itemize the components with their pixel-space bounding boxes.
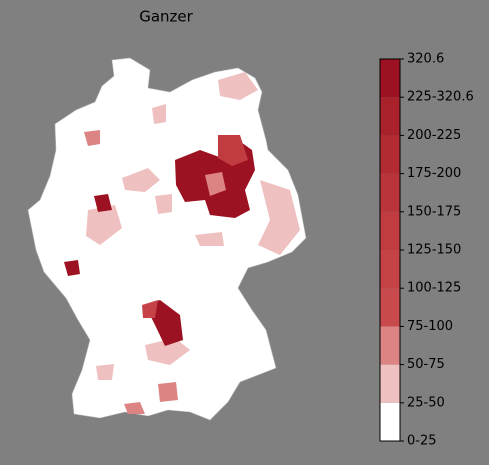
region <box>258 180 300 255</box>
region <box>145 338 190 365</box>
colorbar-segment <box>380 402 400 441</box>
region <box>205 172 226 196</box>
colorbar-label: 75-100 <box>407 319 453 334</box>
colorbar-label: 100-125 <box>407 281 461 296</box>
colorbar-segment <box>380 211 400 250</box>
region <box>122 168 160 192</box>
colorbar-label: 0-25 <box>407 434 437 449</box>
colorbar-segment <box>380 173 400 212</box>
region <box>195 232 224 246</box>
region <box>218 135 248 166</box>
germany-map <box>27 57 307 421</box>
colorbar-label: 50-75 <box>407 357 445 372</box>
regions <box>64 72 300 414</box>
colorbar-segment <box>380 288 400 327</box>
region <box>158 382 178 402</box>
map-title: Ganzer <box>139 8 193 26</box>
colorbar-segment <box>380 326 400 365</box>
region <box>96 364 114 380</box>
region <box>86 205 122 245</box>
region <box>84 130 100 146</box>
region <box>124 402 145 414</box>
colorbar-segment <box>380 250 400 289</box>
colorbar-segment <box>380 135 400 174</box>
region <box>94 194 112 212</box>
region <box>152 104 166 124</box>
colorbar: 0-25 25-50 50-75 75-100 100-125 125-150 150-17… <box>379 52 474 449</box>
colorbar-label: 225-320.6 <box>407 90 474 105</box>
region <box>155 194 172 214</box>
colorbar-label: 125-150 <box>407 243 461 258</box>
colorbar-label: 200-225 <box>407 128 461 143</box>
colorbar-label: 175-200 <box>407 166 461 181</box>
colorbar-segment <box>380 364 400 403</box>
colorbar-label: 320.6 <box>407 52 444 67</box>
colorbar-label: 25-50 <box>407 395 445 410</box>
colorbar-label: 150-175 <box>407 204 461 219</box>
region <box>142 300 158 318</box>
region <box>218 72 258 100</box>
colorbar-segment <box>380 97 400 136</box>
colorbar-segment <box>380 59 400 98</box>
region <box>64 260 80 276</box>
